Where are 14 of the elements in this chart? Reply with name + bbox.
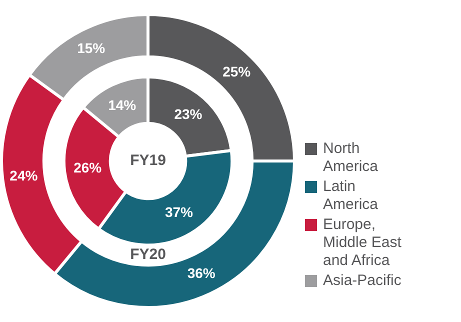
data-label: 15% <box>77 40 106 56</box>
slice-label: FY19 <box>130 152 166 170</box>
legend-label: Latin America <box>323 178 380 214</box>
slice-label: FY20 <box>130 246 166 264</box>
legend-label: Europe, Middle East and Africa <box>323 216 402 270</box>
data-label: 26% <box>74 159 102 176</box>
legend-label: North America <box>323 140 380 176</box>
data-label: 23% <box>174 106 203 122</box>
data-label: 36% <box>187 265 216 282</box>
legend-label: Asia-Pacific <box>323 272 402 290</box>
data-label: 24% <box>10 168 38 184</box>
data-label: 14% <box>108 96 137 113</box>
data-label: 25% <box>222 63 252 80</box>
data-label: 37% <box>164 204 194 220</box>
